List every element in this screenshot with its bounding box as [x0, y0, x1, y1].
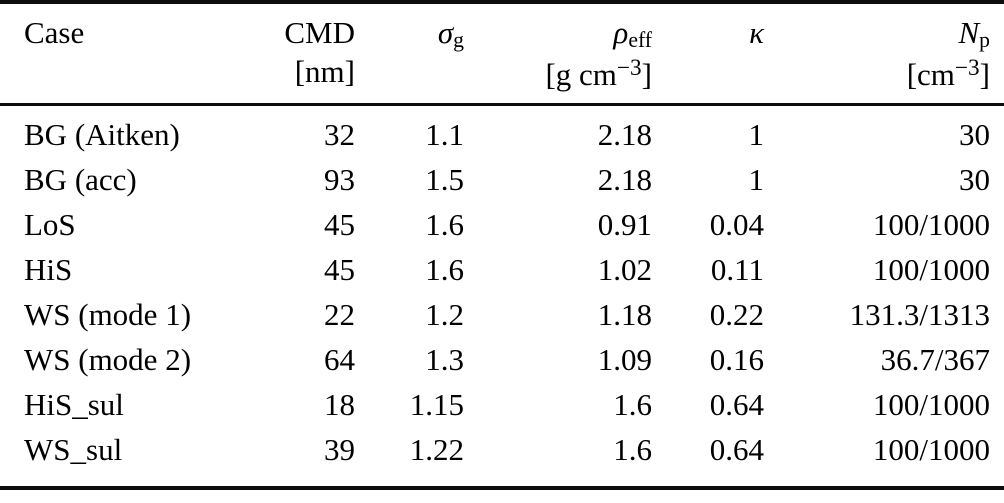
table-body: BG (Aitken) 32 1.1 2.18 1 30 BG (acc) 93…	[0, 104, 1004, 488]
column-label: Np	[764, 14, 990, 55]
cell-cmd: 39	[324, 431, 355, 467]
cell-sigma: 1.15	[409, 386, 464, 422]
cell-cmd: 64	[324, 341, 355, 377]
cell-sigma: 1.6	[425, 206, 464, 242]
column-label: Case	[24, 15, 85, 50]
cell-case: BG (Aitken)	[24, 116, 180, 152]
sigma-symbol: σ	[437, 15, 454, 50]
cell-cmd: 18	[324, 386, 355, 422]
table-row: BG (acc) 93 1.5 2.18 1 30	[0, 157, 1004, 202]
cell-kappa: 0.22	[709, 296, 764, 332]
cell-case: LoS	[24, 206, 76, 242]
column-header-sigma-g: σg	[355, 2, 464, 106]
cell-kappa: 1	[748, 116, 765, 152]
cell-sigma: 1.3	[425, 341, 464, 377]
cell-rho: 1.09	[597, 341, 652, 377]
cell-case: WS (mode 1)	[24, 296, 192, 332]
cell-cmd: 93	[324, 161, 355, 197]
rho-symbol: ρ	[613, 15, 629, 50]
unit-close-bracket: ]	[979, 57, 990, 92]
cell-rho: 1.02	[597, 251, 652, 287]
unit-close-bracket: ]	[641, 57, 652, 92]
column-header-rho-eff: ρeff [g cm−3]	[464, 2, 652, 106]
table-row: WS_sul 39 1.22 1.6 0.64 100/1000	[0, 427, 1004, 488]
cell-rho: 1.6	[613, 386, 652, 422]
header-row: Case CMD [nm] σg ρeff [g cm−3] κ Np	[0, 2, 1004, 106]
cell-kappa: 1	[748, 161, 765, 197]
cell-rho: 1.18	[597, 296, 652, 332]
cell-sigma: 1.5	[425, 161, 464, 197]
cell-np: 100/1000	[872, 386, 990, 422]
cell-case: WS_sul	[24, 431, 123, 467]
column-label: ρeff	[464, 14, 652, 55]
aerosol-properties-table: Case CMD [nm] σg ρeff [g cm−3] κ Np	[0, 0, 1004, 490]
n-symbol: N	[958, 15, 980, 50]
cell-case: WS (mode 2)	[24, 341, 192, 377]
cell-sigma: 1.6	[425, 251, 464, 287]
cell-kappa: 0.64	[709, 431, 764, 467]
cell-np: 100/1000	[872, 431, 990, 467]
cell-rho: 1.6	[613, 431, 652, 467]
cell-case: BG (acc)	[24, 161, 137, 197]
kappa-symbol: κ	[749, 15, 764, 50]
unit-exponent: −3	[616, 54, 642, 81]
column-label: CMD	[284, 15, 355, 50]
cell-np: 100/1000	[872, 206, 990, 242]
cell-case: HiS	[24, 251, 73, 287]
column-unit: [g cm−3]	[464, 55, 652, 98]
table-row: WS (mode 2) 64 1.3 1.09 0.16 36.7/367	[0, 337, 1004, 382]
unit-exponent: −3	[954, 54, 980, 81]
cell-kappa: 0.64	[709, 386, 764, 422]
cell-kappa: 0.04	[709, 206, 764, 242]
cell-rho: 0.91	[597, 206, 652, 242]
table-row: HiS 45 1.6 1.02 0.11 100/1000	[0, 247, 1004, 292]
cell-cmd: 45	[324, 251, 355, 287]
cell-kappa: 0.16	[709, 341, 764, 377]
cell-case: HiS_sul	[24, 386, 124, 422]
column-label: σg	[355, 14, 464, 55]
column-unit: [cm−3]	[764, 55, 990, 98]
rho-subscript: eff	[628, 27, 652, 52]
cell-rho: 2.18	[597, 161, 652, 197]
column-header-cmd: CMD [nm]	[250, 2, 355, 106]
table-row: BG (Aitken) 32 1.1 2.18 1 30	[0, 104, 1004, 157]
cell-kappa: 0.11	[710, 251, 764, 287]
cell-cmd: 22	[324, 296, 355, 332]
cell-sigma: 1.22	[409, 431, 464, 467]
unit-text: [cm	[906, 57, 955, 92]
column-header-case: Case	[0, 2, 250, 106]
column-unit: [nm]	[294, 54, 355, 89]
column-header-n-p: Np [cm−3]	[764, 2, 1004, 106]
column-label: κ	[652, 14, 764, 52]
table-row: LoS 45 1.6 0.91 0.04 100/1000	[0, 202, 1004, 247]
table-header: Case CMD [nm] σg ρeff [g cm−3] κ Np	[0, 2, 1004, 106]
sigma-subscript: g	[453, 27, 464, 52]
table-row: WS (mode 1) 22 1.2 1.18 0.22 131.3/1313	[0, 292, 1004, 337]
cell-np: 36.7/367	[880, 341, 990, 377]
cell-np: 30	[959, 161, 990, 197]
cell-rho: 2.18	[597, 116, 652, 152]
cell-np: 100/1000	[872, 251, 990, 287]
cell-np: 131.3/1313	[849, 296, 990, 332]
cell-sigma: 1.1	[425, 116, 464, 152]
column-header-kappa: κ	[652, 2, 764, 106]
cell-sigma: 1.2	[425, 296, 464, 332]
n-subscript: p	[979, 27, 990, 52]
cell-cmd: 45	[324, 206, 355, 242]
table-row: HiS_sul 18 1.15 1.6 0.64 100/1000	[0, 382, 1004, 427]
cell-np: 30	[959, 116, 990, 152]
cell-cmd: 32	[324, 116, 355, 152]
unit-text: [g cm	[545, 57, 617, 92]
